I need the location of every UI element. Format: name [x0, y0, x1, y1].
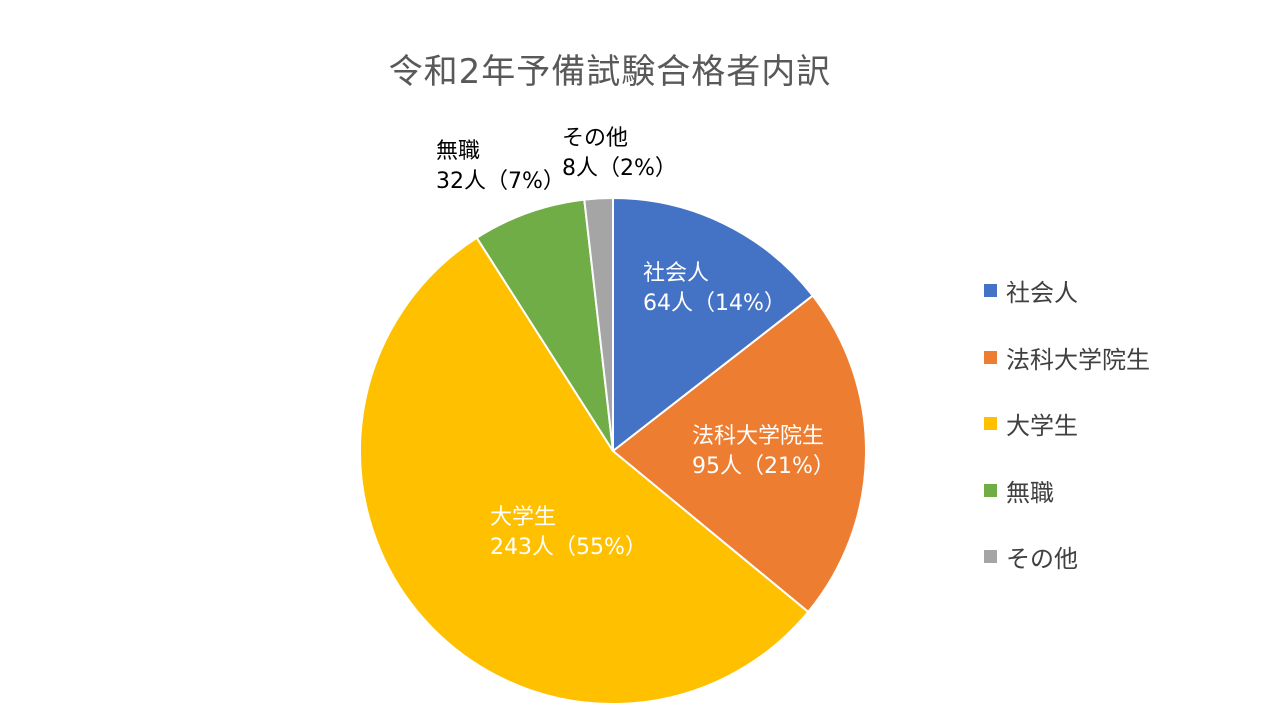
data-label: 無職 32人（7%）: [436, 139, 565, 194]
legend-item-unemployed: 無職: [984, 468, 1150, 513]
data-label-name: その他: [562, 126, 628, 151]
data-label: 社会人 64人（14%）: [643, 261, 786, 316]
slice-unemployed: [475, 198, 614, 452]
legend-label: 大学生: [1006, 412, 1078, 440]
legend-label: 社会人: [1006, 279, 1078, 307]
legend-label: その他: [1006, 545, 1078, 573]
legend-swatch: [984, 284, 997, 297]
legend-item-law-school: 法科大学院生: [984, 335, 1150, 380]
slice-shakaijin: [612, 196, 815, 454]
legend-swatch: [984, 417, 997, 430]
data-label-value: 8人（2%）: [562, 156, 677, 181]
data-label: 大学生 243人（55%）: [490, 505, 647, 560]
data-label-name: 無職: [436, 139, 480, 164]
legend-swatch: [984, 350, 997, 364]
legend-label: 無職: [1006, 478, 1054, 507]
data-label: 法科大学院生 95人（21%）: [692, 424, 835, 479]
legend-swatch: [984, 483, 997, 497]
data-label-value: 64人（14%）: [643, 291, 786, 316]
slice-university: [359, 236, 810, 705]
legend-item-other: その他: [984, 534, 1150, 579]
legend: 社会人 法科大学院生 大学生 無職 その他: [984, 268, 1150, 601]
data-label-name: 社会人: [643, 261, 709, 286]
data-label: その他 8人（2%）: [562, 126, 677, 181]
data-label-value: 243人（55%）: [490, 535, 647, 560]
data-label-name: 法科大学院生: [692, 424, 824, 449]
legend-label: 法科大学院生: [1006, 345, 1150, 374]
data-label-value: 32人（7%）: [436, 169, 565, 194]
slice-law-school: [611, 294, 867, 614]
legend-swatch: [984, 550, 997, 563]
data-label-value: 95人（21%）: [692, 454, 835, 479]
data-label-name: 大学生: [490, 505, 556, 530]
legend-item-shakaijin: 社会人: [984, 268, 1150, 313]
chart-title: 令和2年予備試験合格者内訳: [388, 52, 832, 92]
slice-other: [583, 196, 614, 452]
legend-item-university: 大学生: [984, 401, 1150, 446]
